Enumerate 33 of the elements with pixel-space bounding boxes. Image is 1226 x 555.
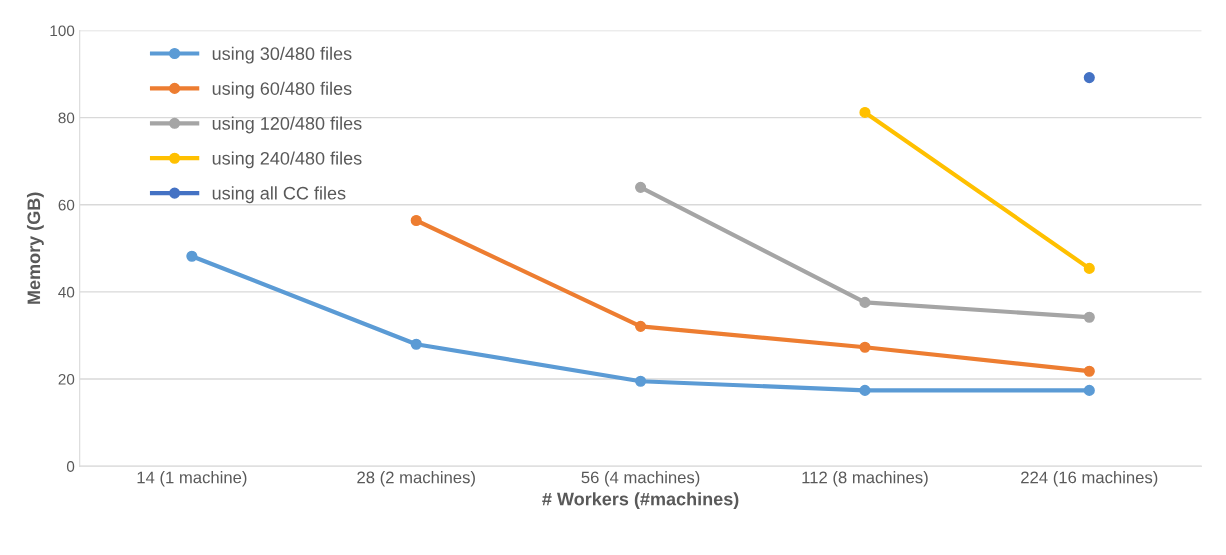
y-tick-label: 100: [50, 25, 75, 37]
y-tick-label: 0: [66, 461, 75, 472]
point: [859, 106, 871, 118]
legend-label: using 60/480 files: [212, 81, 352, 99]
point: [859, 384, 871, 396]
legend-label: using 30/480 files: [212, 46, 352, 64]
legend-label: using 120/480 files: [212, 116, 362, 134]
x-tick-label: 56 (4 machines): [581, 471, 700, 487]
y-axis-title: Memory (GB): [26, 192, 44, 304]
y-tick-label: 80: [58, 112, 75, 124]
point: [410, 214, 422, 227]
point: [859, 341, 871, 353]
point: [635, 375, 647, 387]
x-axis-title: # Workers (#machines): [542, 492, 739, 509]
y-tick-label: 40: [58, 286, 75, 298]
legend-label: using 240/480 files: [212, 151, 362, 169]
y-tick-label: 20: [58, 373, 75, 385]
point: [859, 296, 871, 308]
point: [1083, 72, 1095, 84]
x-tick-label: 14 (1 machine): [137, 471, 247, 487]
point: [1083, 311, 1095, 323]
x-tick-label: 112 (8 machines): [802, 471, 928, 487]
x-tick-label: 28 (2 machines): [357, 471, 475, 487]
point: [635, 320, 647, 332]
point: [635, 181, 647, 193]
point: [1083, 365, 1095, 377]
point: [1083, 262, 1095, 274]
point: [410, 338, 422, 350]
legend-label: using all CC files: [212, 186, 346, 204]
y-tick-label: 60: [58, 199, 75, 211]
point: [186, 250, 198, 262]
x-tick-label: 224 (16 machines): [1021, 471, 1158, 487]
point: [1083, 384, 1095, 396]
